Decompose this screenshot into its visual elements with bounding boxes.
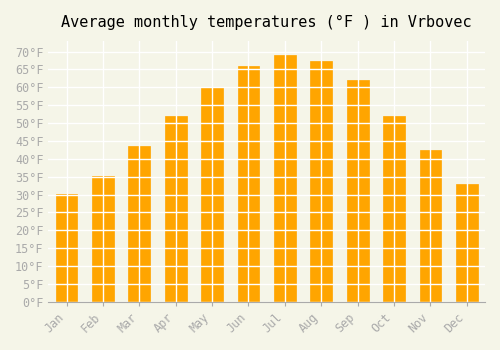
Bar	[128, 146, 150, 302]
Bar	[310, 61, 332, 302]
Title: Average monthly temperatures (°F ) in Vrbovec: Average monthly temperatures (°F ) in Vr…	[62, 15, 472, 30]
Bar	[238, 66, 260, 302]
Bar	[274, 55, 296, 302]
Bar	[92, 176, 114, 302]
Bar	[456, 184, 477, 302]
Bar	[165, 116, 186, 302]
Bar	[201, 88, 223, 302]
Bar	[383, 116, 405, 302]
Bar	[56, 194, 78, 302]
Bar	[346, 80, 368, 302]
Bar	[420, 150, 442, 302]
